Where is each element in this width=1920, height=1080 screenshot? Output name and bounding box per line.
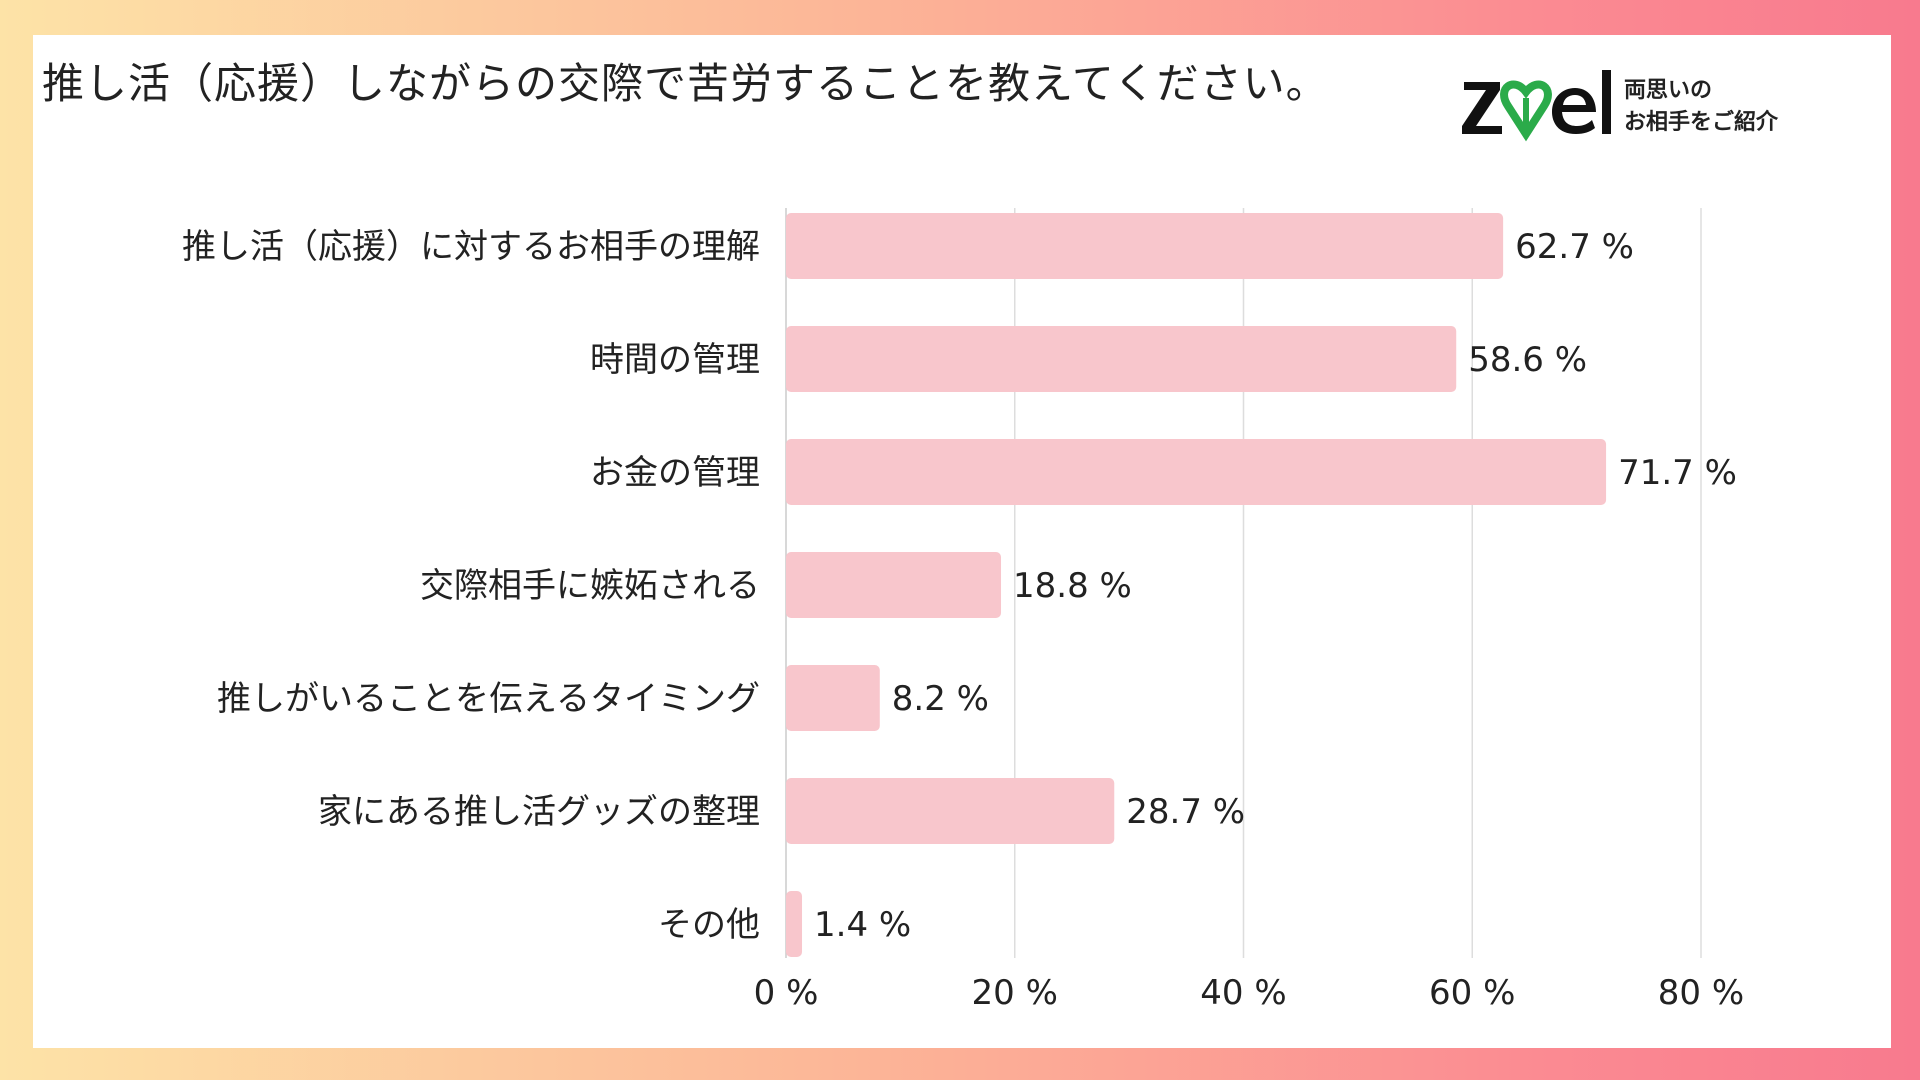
x-tick-label: 80 % — [1658, 973, 1744, 1013]
zwei-wordmark — [1462, 70, 1611, 142]
bar — [786, 326, 1457, 392]
brand-tagline-line2: お相手をご紹介 — [1624, 109, 1779, 135]
bar — [786, 891, 803, 957]
category-label: 交際相手に嫉妬される — [420, 566, 760, 606]
x-tick-label: 0 % — [754, 973, 819, 1013]
logo-letter-z — [1462, 82, 1502, 134]
heart-icon — [1500, 80, 1552, 142]
value-label: 62.7 % — [1515, 227, 1634, 267]
bar — [786, 213, 1504, 279]
brand-tagline-line1: 両思いの — [1624, 77, 1713, 103]
value-label: 28.7 % — [1126, 792, 1245, 832]
chart-title: 推し活（応援）しながらの交際で苦労することを教えてください。 — [42, 59, 1329, 108]
chart-card — [33, 35, 1891, 1048]
value-label: 71.7 % — [1618, 453, 1737, 493]
value-label: 8.2 % — [892, 679, 989, 719]
value-label: 58.6 % — [1468, 340, 1587, 380]
category-label: お金の管理 — [590, 453, 760, 493]
x-tick-label: 20 % — [972, 973, 1058, 1013]
category-label: その他 — [658, 905, 760, 945]
brand-logo: 両思いの お相手をご紹介 — [1456, 40, 1846, 150]
x-tick-label: 40 % — [1200, 973, 1286, 1013]
logo-letter-e — [1552, 88, 1596, 134]
category-label: 推し活（応援）に対するお相手の理解 — [182, 227, 760, 267]
brand-tagline: 両思いの お相手をご紹介 — [1624, 74, 1778, 138]
x-tick-label: 60 % — [1429, 973, 1515, 1013]
category-label: 家にある推し活グッズの整理 — [318, 792, 760, 832]
bar — [786, 665, 880, 731]
category-label: 推しがいることを伝えるタイミング — [217, 679, 760, 719]
bar — [786, 552, 1002, 618]
value-label: 18.8 % — [1013, 566, 1132, 606]
bar — [786, 439, 1607, 505]
logo-letter-l — [1602, 70, 1611, 134]
bar — [786, 778, 1115, 844]
category-label: 時間の管理 — [590, 340, 760, 380]
value-label: 1.4 % — [814, 905, 911, 945]
